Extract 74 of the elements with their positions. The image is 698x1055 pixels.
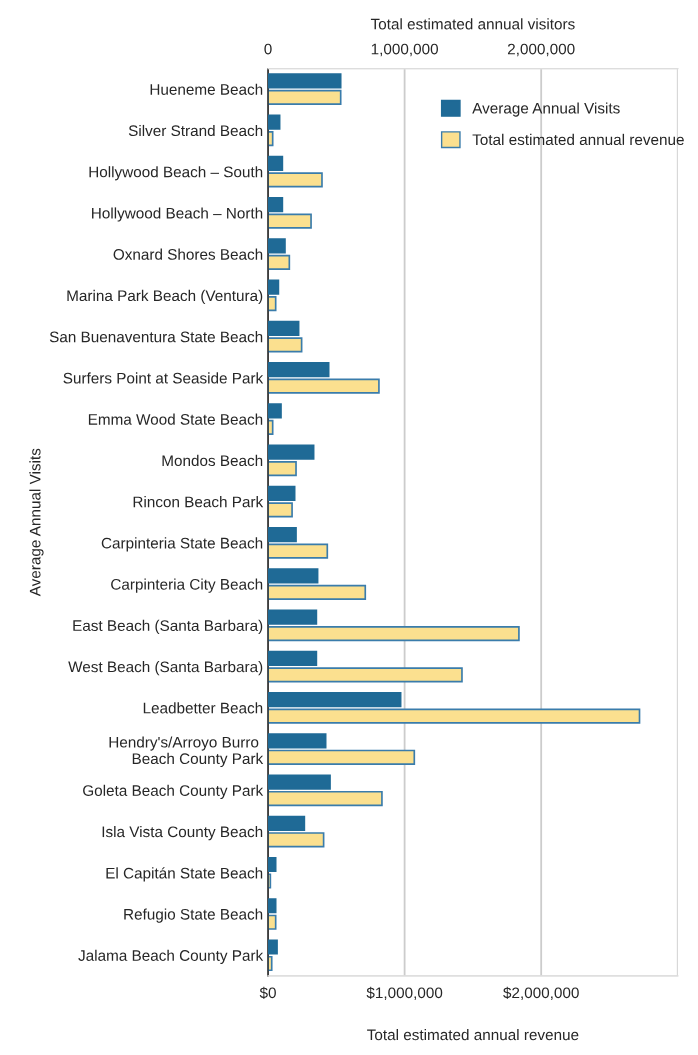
- y-tick-label: Marina Park Beach (Ventura): [67, 289, 263, 305]
- bar: [268, 378, 380, 394]
- x-tick-label: $1,000,000: [366, 986, 443, 1001]
- bar: [268, 362, 330, 378]
- bar: [268, 955, 273, 972]
- y-tick-label: West Beach (Santa Barbara): [68, 661, 263, 676]
- y-tick-label: Silver Strand Beach: [128, 124, 263, 137]
- bar: [268, 914, 277, 930]
- bar: [268, 832, 325, 848]
- bar: [268, 609, 318, 625]
- x-axis-title: Total estimated annual revenue: [367, 1029, 579, 1041]
- x2-tick-label: 2,000,000: [507, 43, 575, 57]
- x2-axis-title: Total estimated annual visitors: [370, 18, 575, 30]
- y-axis-title: Average Annual Visits: [29, 448, 44, 597]
- bar: [268, 733, 327, 749]
- bar: [268, 296, 277, 312]
- x2-tick-label: 1,000,000: [371, 43, 438, 57]
- bar: [268, 708, 641, 724]
- y-tick-label: Jalama Beach County Park: [78, 949, 264, 964]
- bar: [268, 337, 303, 353]
- y-tick-label: East Beach (Santa Barbara): [73, 619, 263, 635]
- y-tick-label: Refugio State Beach: [124, 908, 263, 923]
- y-tick-label: Oxnard Shores Beach: [113, 248, 263, 260]
- y-tick-label: Surfers Point at Seaside Park: [63, 372, 264, 384]
- x2-tick-label: 0: [264, 43, 272, 55]
- bar: [268, 543, 329, 559]
- legend-label: Average Annual Visits: [472, 102, 620, 117]
- bar: [268, 73, 342, 89]
- y-tick-label: Isla Vista County Beach: [102, 826, 263, 841]
- bar: [268, 790, 383, 807]
- bar: [268, 625, 520, 642]
- bar: [268, 172, 323, 188]
- bar: [268, 444, 315, 460]
- bar: [268, 939, 278, 955]
- bar: [268, 691, 402, 708]
- bar: [268, 650, 318, 666]
- y-tick-label: Hueneme Beach: [150, 83, 263, 95]
- bar: [268, 502, 293, 518]
- bar: [268, 197, 284, 213]
- bar: [268, 774, 331, 790]
- y-tick-label: El Capitán State Beach: [106, 867, 263, 882]
- x-tick-label: $2,000,000: [503, 986, 579, 1001]
- y-tick-label: Rincon Beach Park: [133, 496, 264, 508]
- y-tick-label: Hollywood Beach – North: [92, 207, 263, 222]
- bar: [268, 238, 286, 254]
- bar: [268, 667, 463, 683]
- y-tick-label: Hendry's/Arroyo Burro Beach County Park: [109, 736, 264, 768]
- y-tick-label: Carpinteria City Beach: [111, 578, 263, 593]
- bar: [268, 254, 291, 271]
- bar: [268, 320, 300, 336]
- bar: [268, 213, 312, 229]
- bar: [268, 461, 297, 477]
- bar: [268, 403, 282, 419]
- y-tick-label: Goleta Beach County Park: [83, 784, 264, 799]
- y-tick-label: San Buenaventura State Beach: [49, 331, 263, 343]
- bar: [268, 485, 296, 501]
- bar: [268, 155, 284, 172]
- bar: [268, 89, 342, 106]
- bar: [268, 815, 306, 831]
- bar: [268, 856, 277, 873]
- x-tick-label: $0: [259, 986, 276, 1000]
- y-tick-label: Emma Wood State Beach: [88, 413, 263, 425]
- bar: [268, 568, 319, 584]
- bar: [268, 526, 297, 543]
- bar: [268, 419, 274, 435]
- bar: [268, 898, 277, 914]
- legend-label: Total estimated annual revenue: [472, 133, 684, 146]
- bar: [268, 584, 367, 600]
- y-tick-label: Leadbetter Beach: [143, 702, 263, 714]
- bar: [268, 749, 416, 765]
- y-tick-label: Hollywood Beach – South: [89, 166, 263, 181]
- bar: [268, 131, 274, 147]
- y-tick-label: Mondos Beach: [162, 454, 263, 467]
- y-tick-label: Carpinteria State Beach: [101, 537, 263, 552]
